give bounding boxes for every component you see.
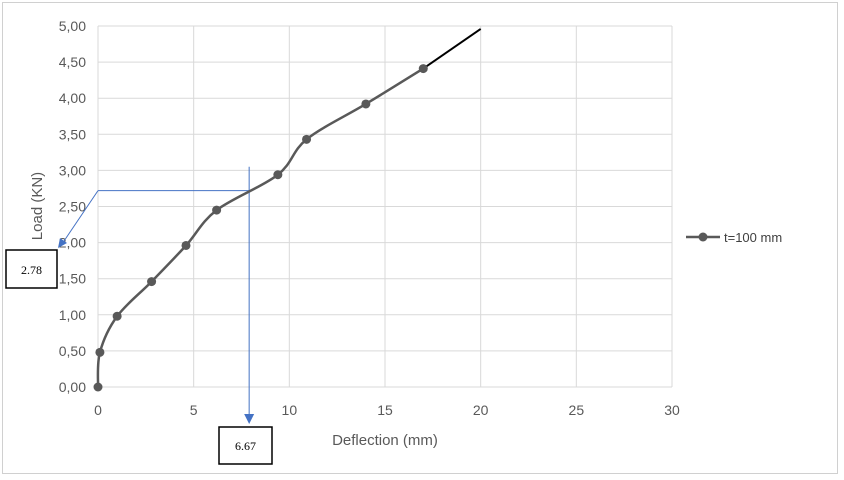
x-guide-arrowhead	[244, 414, 255, 424]
annotation-boxes: 2.78 6.67	[5, 249, 273, 465]
y-guide-arrow-shaft	[61, 190, 99, 245]
data-point	[93, 382, 103, 392]
annotation-label-x: 6.67	[235, 439, 256, 453]
y-tick-label: 0,50	[59, 343, 86, 359]
data-point	[361, 99, 371, 109]
y-tick-label: 5,00	[59, 18, 86, 34]
grid-lines	[97, 25, 673, 388]
x-tick-label: 0	[94, 402, 102, 418]
x-tick-label: 10	[282, 402, 298, 418]
y-tick-label: 4,00	[59, 90, 86, 106]
data-point	[95, 347, 105, 357]
x-tick-label: 20	[473, 402, 489, 418]
x-tick-label: 25	[569, 402, 585, 418]
y-guide-arrowhead	[58, 238, 67, 248]
y-tick-labels: 0,000,501,001,502,002,503,003,504,004,50…	[59, 18, 86, 395]
legend-marker	[698, 232, 708, 242]
data-point	[181, 240, 191, 250]
annotation-box-x	[218, 426, 273, 465]
annotation-box-y	[5, 249, 58, 289]
data-point	[112, 311, 122, 321]
x-tick-label: 30	[664, 402, 680, 418]
x-tick-label: 5	[190, 402, 198, 418]
y-tick-label: 4,50	[59, 54, 86, 70]
data-point	[418, 64, 428, 74]
y-tick-label: 1,00	[59, 307, 86, 323]
y-axis-title: Load (KN)	[29, 172, 46, 240]
y-tick-label: 0,00	[59, 379, 86, 395]
y-tick-label: 1,50	[59, 271, 86, 287]
legend: t=100 mm	[686, 230, 782, 245]
data-point	[302, 134, 312, 144]
x-tick-label: 15	[377, 402, 393, 418]
annotation-label-y: 2.78	[21, 263, 42, 277]
data-point	[147, 277, 157, 287]
series-layer	[93, 28, 482, 392]
data-point	[273, 170, 283, 180]
y-tick-label: 3,50	[59, 126, 86, 142]
x-axis-title: Deflection (mm)	[332, 432, 438, 449]
y-tick-label: 3,00	[59, 162, 86, 178]
annotation-guides	[58, 166, 255, 424]
series-extension-line	[422, 28, 482, 70]
series-line	[96, 67, 424, 388]
data-point	[212, 205, 222, 215]
y-tick-label: 2,50	[59, 199, 86, 215]
legend-label: t=100 mm	[724, 230, 782, 245]
x-tick-labels: 0 5 10 15 20 25 30	[94, 402, 680, 418]
